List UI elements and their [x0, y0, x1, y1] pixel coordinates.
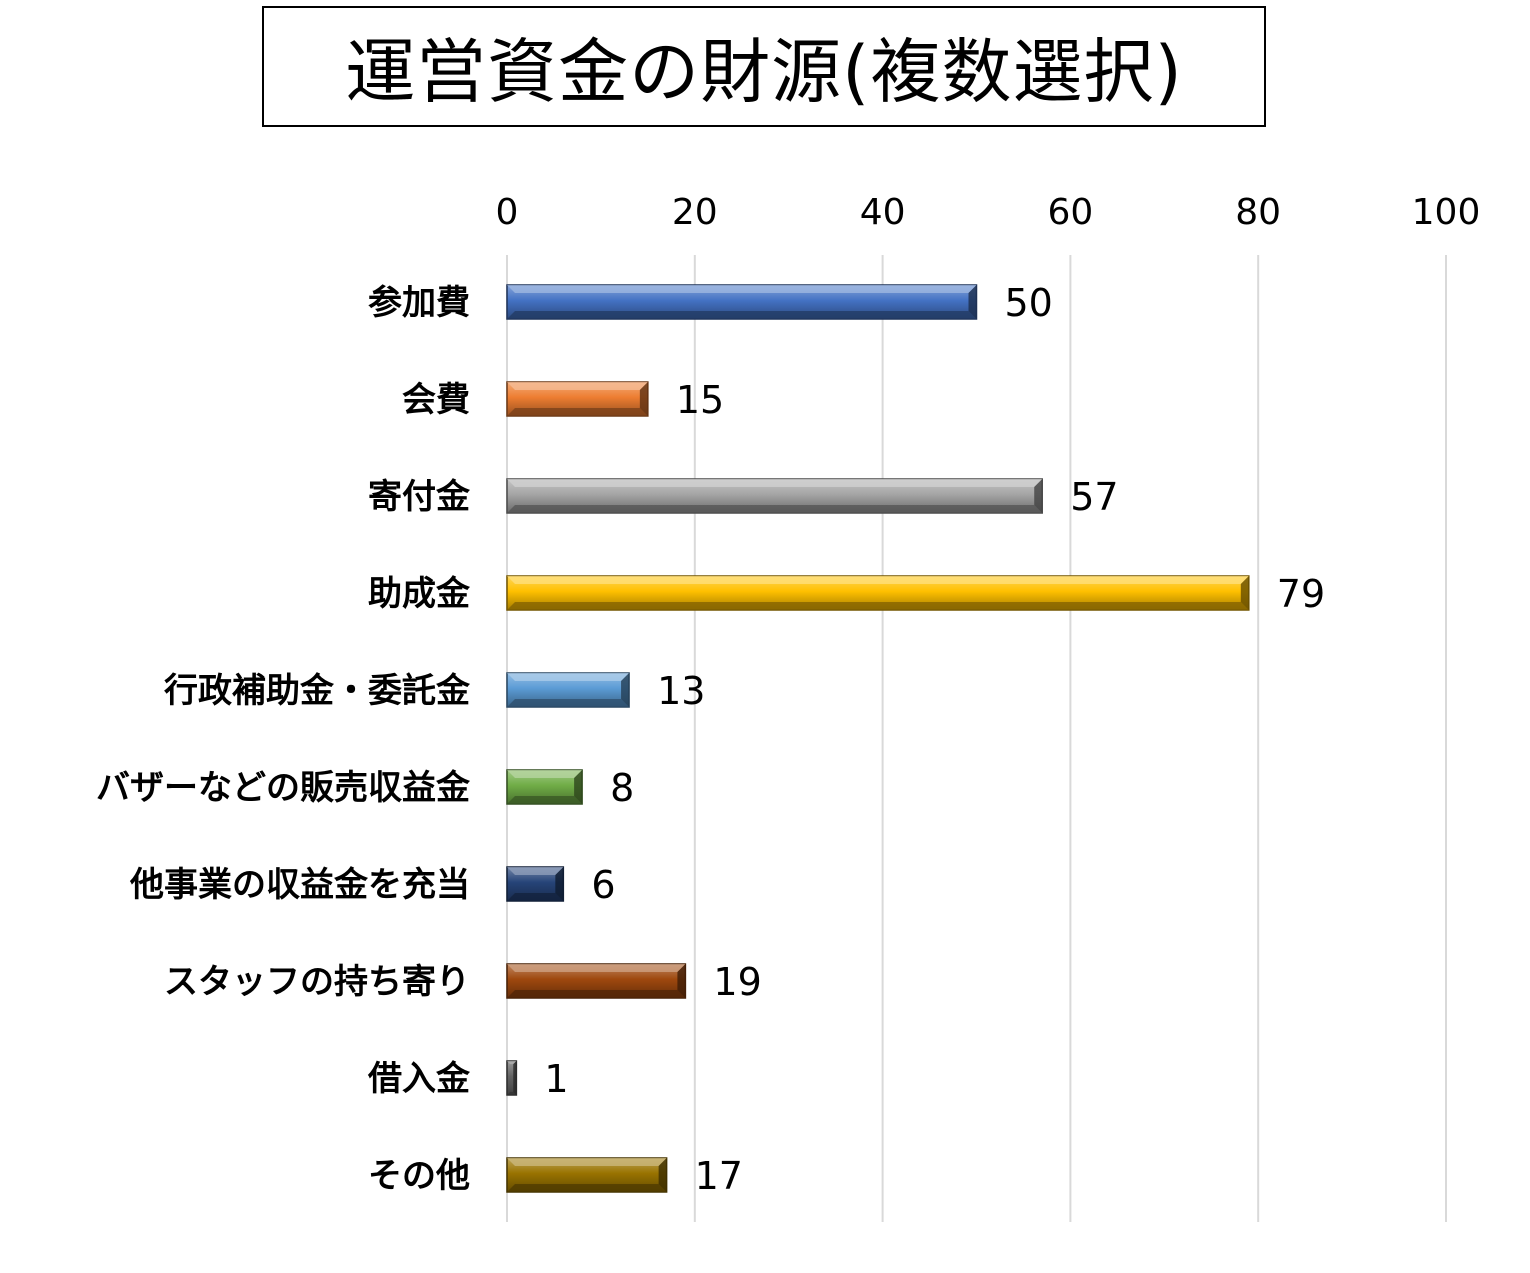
category-label: 借入金: [367, 1059, 471, 1099]
bar-bevel-shadow: [507, 602, 1249, 610]
bar-bevel-edge: [639, 382, 648, 416]
bar-bevel-highlight: [507, 770, 583, 778]
value-label: 15: [676, 378, 724, 422]
category-label: 行政補助金・委託金: [164, 671, 471, 711]
bar-bevel-edge: [555, 867, 564, 901]
bar-bevel-edge: [658, 1158, 667, 1192]
category-labels: 参加費会費寄付金助成金行政補助金・委託金バザーなどの販売収益金他事業の収益金を充…: [96, 283, 471, 1196]
bar-bevel-shadow: [507, 699, 630, 707]
x-tick-label: 60: [1047, 192, 1093, 233]
x-tick-label: 20: [672, 192, 718, 233]
bar-bevel-edge: [574, 770, 583, 804]
value-label: 19: [713, 960, 761, 1004]
chart-title-box: 運営資金の財源(複数選択): [262, 6, 1266, 127]
value-label: 6: [591, 863, 615, 907]
bar-bevel-highlight: [507, 479, 1043, 487]
bar-bevel-highlight: [507, 382, 648, 390]
chart-title: 運営資金の財源(複数選択): [345, 31, 1183, 113]
value-label: 50: [1005, 281, 1053, 325]
bar-bevel-shadow: [507, 505, 1043, 513]
bar-bevel-edge: [1034, 479, 1043, 513]
category-label: 他事業の収益金を充当: [129, 865, 470, 905]
category-label: その他: [368, 1156, 470, 1196]
bar-bevel-shadow: [507, 1184, 667, 1192]
bars: [506, 284, 1250, 1193]
bar-bevel-highlight: [507, 673, 630, 681]
bar-bevel-highlight: [507, 576, 1249, 584]
value-label: 57: [1070, 475, 1118, 519]
category-label: バザーなどの販売収益金: [96, 768, 471, 808]
x-tick-label: 40: [860, 192, 906, 233]
category-label: 会費: [402, 380, 470, 420]
bar-bevel-edge: [621, 673, 630, 707]
bar-bevel-highlight: [507, 964, 686, 972]
bar-bevel-edge: [513, 1061, 517, 1095]
x-axis-ticks: 0 20 40 60 80 100: [496, 192, 1481, 233]
bar-bevel-highlight: [507, 1158, 667, 1166]
value-labels: 50 15 57 79 13 8 6 19 1 17: [544, 281, 1325, 1198]
category-label: スタッフの持ち寄り: [164, 962, 470, 1002]
value-label: 17: [695, 1154, 743, 1198]
bar-bevel-edge: [968, 285, 977, 319]
category-label: 寄付金: [368, 477, 471, 517]
x-tick-label: 100: [1412, 192, 1481, 233]
bar-bevel-edge: [1240, 576, 1249, 610]
category-label: 参加費: [368, 283, 470, 323]
bar-bevel-highlight: [507, 285, 977, 293]
bar-bevel-shadow: [507, 990, 686, 998]
x-tick-label: 0: [496, 192, 519, 233]
bar-bevel-shadow: [507, 408, 648, 416]
value-label: 13: [657, 669, 705, 713]
value-label: 8: [610, 766, 634, 810]
bar-bevel-shadow: [507, 311, 977, 319]
x-tick-label: 80: [1235, 192, 1281, 233]
category-label: 助成金: [368, 574, 471, 614]
bar-bevel-edge: [677, 964, 686, 998]
value-label: 1: [544, 1057, 568, 1101]
bar-bevel-shadow: [507, 893, 564, 901]
bar-bevel-highlight: [507, 867, 564, 875]
value-label: 79: [1277, 572, 1325, 616]
bar-bevel-shadow: [507, 796, 583, 804]
